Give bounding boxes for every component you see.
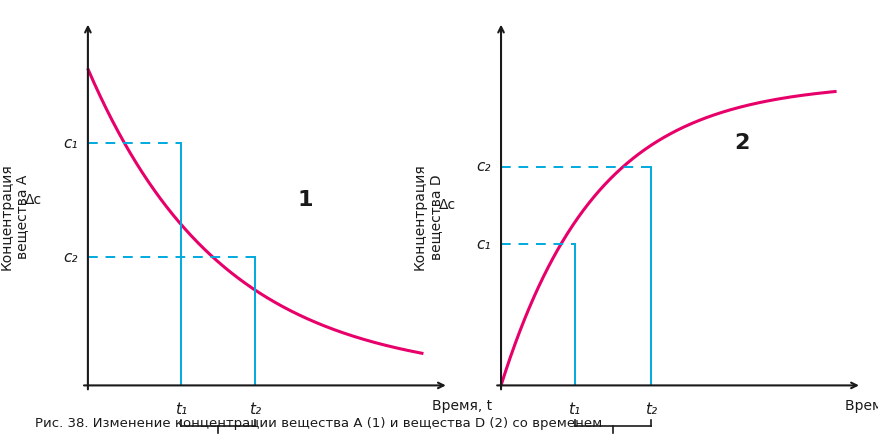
Text: Δc: Δc [25,193,42,207]
Text: Рис. 38. Изменение концентрации вещества А (1) и вещества D (2) со временем: Рис. 38. Изменение концентрации вещества… [35,417,601,430]
Text: c₂: c₂ [63,250,78,265]
Text: c₂: c₂ [476,159,491,174]
Text: c₁: c₁ [476,237,491,252]
Text: Время, t: Время, t [844,399,878,413]
Text: Δt: Δt [605,442,620,443]
Text: Концентрация
вещества D: Концентрация вещества D [412,164,443,270]
Text: t₁: t₁ [176,402,187,417]
Text: 1: 1 [297,190,313,210]
Text: Концентрация
вещества А: Концентрация вещества А [0,164,30,270]
Text: Время, t: Время, t [431,399,492,413]
Text: t₂: t₂ [248,402,261,417]
Text: Δc: Δc [438,198,455,212]
Text: t₂: t₂ [644,402,657,417]
Text: 2: 2 [733,133,748,153]
Text: Δt: Δt [211,442,226,443]
Text: c₁: c₁ [63,136,78,151]
Text: t₁: t₁ [568,402,579,417]
